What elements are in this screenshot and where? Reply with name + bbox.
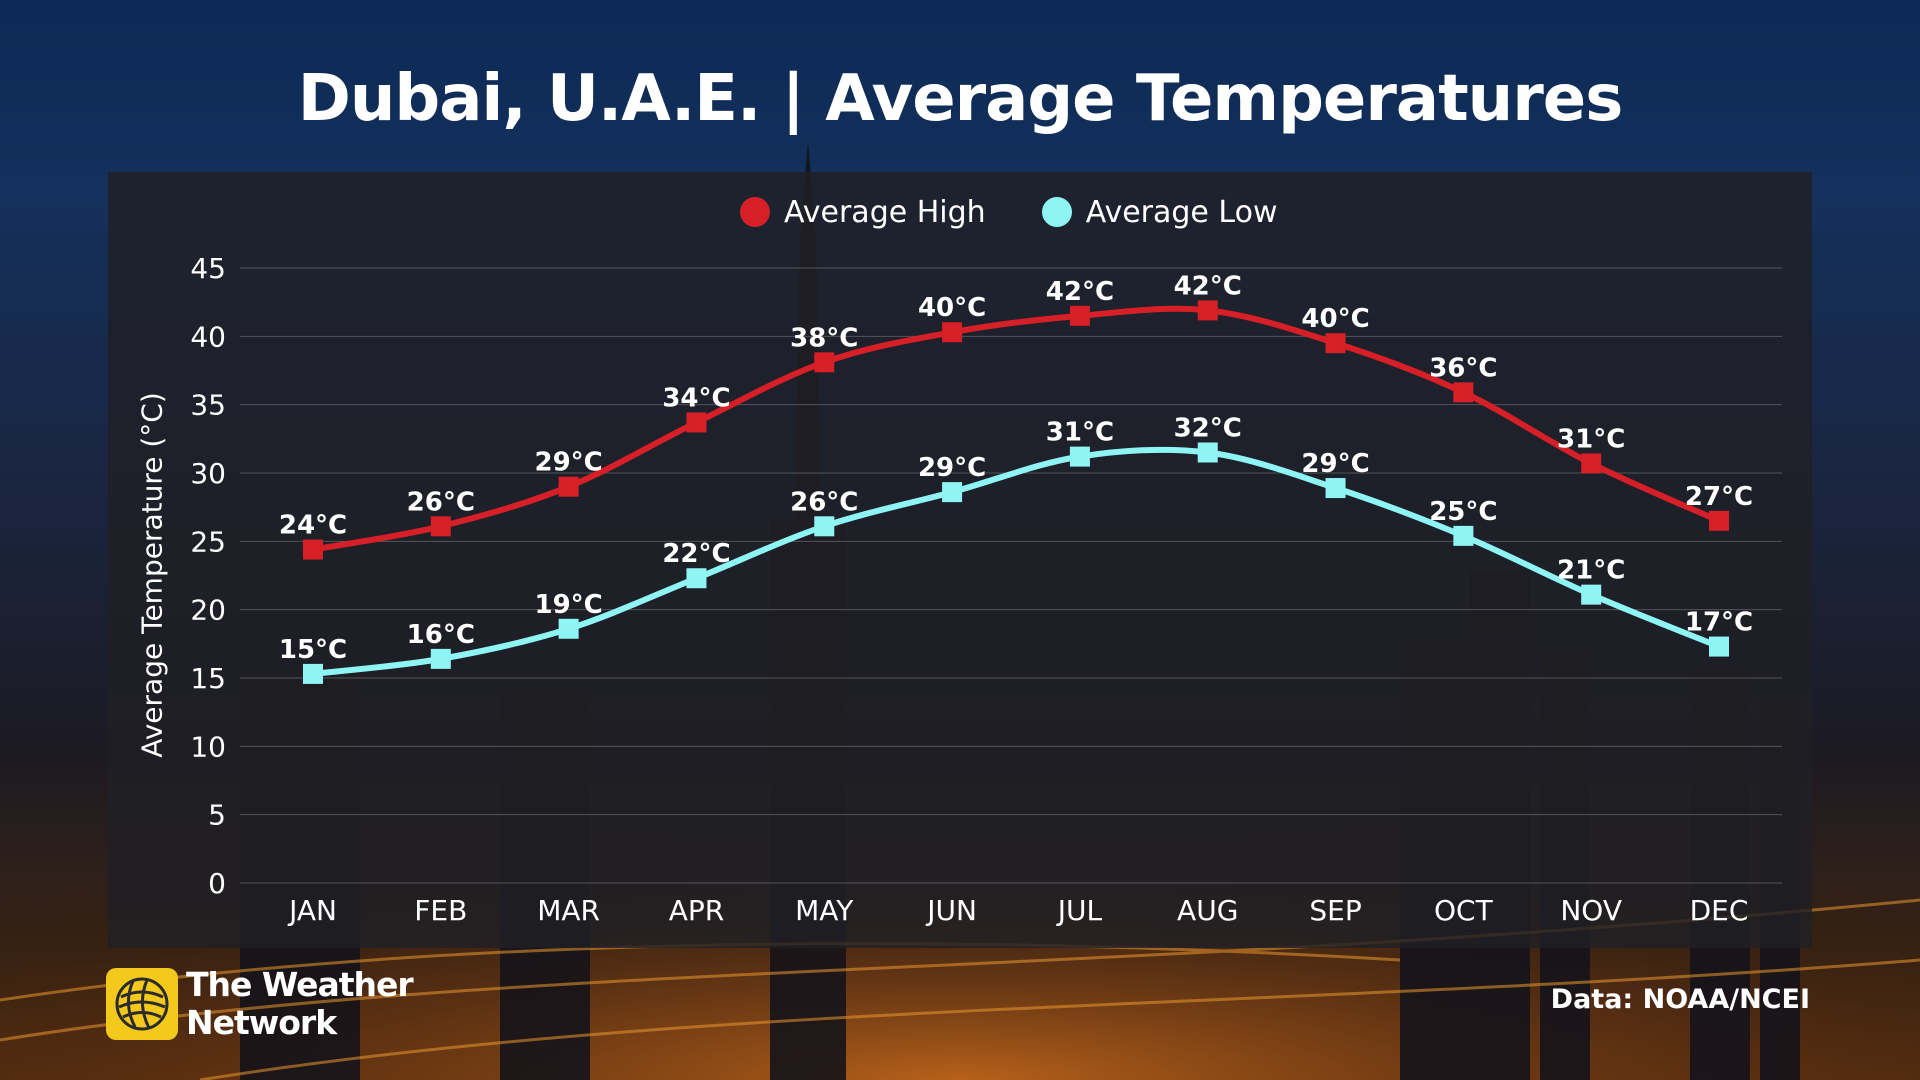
- data-label-low-aug: 32°C: [1174, 414, 1242, 444]
- series-line-low: [312, 446, 1721, 677]
- data-label-low-jun: 29°C: [918, 453, 986, 483]
- chart-title: Dubai, U.A.E. | Average Temperatures: [297, 62, 1624, 136]
- x-tick-label-dec: DEC: [1690, 894, 1749, 927]
- data-label-low-oct: 25°C: [1429, 497, 1497, 527]
- point-low-dec: [1709, 636, 1729, 657]
- data-label-high-sep: 40°C: [1301, 304, 1369, 334]
- point-high-sep: [1325, 333, 1346, 354]
- legend-item-high: Average High: [740, 195, 986, 230]
- data-label-low-nov: 21°C: [1557, 556, 1625, 586]
- point-high-dec: [1709, 510, 1729, 531]
- brand-line-2: Network: [186, 1003, 337, 1042]
- x-tick-label-feb: FEB: [414, 894, 467, 927]
- data-label-high-aug: 42°C: [1174, 271, 1242, 301]
- data-source: Data: NOAA/NCEI: [1550, 984, 1810, 1015]
- point-low-may: [814, 516, 835, 537]
- legend-low-marker: [1041, 197, 1072, 227]
- y-tick-label-10: 10: [190, 730, 226, 763]
- data-label-low-feb: 16°C: [407, 620, 475, 650]
- point-high-nov: [1581, 453, 1602, 474]
- point-high-aug: [1197, 300, 1218, 321]
- point-high-jan: [303, 539, 323, 560]
- x-tick-label-sep: SEP: [1309, 894, 1361, 927]
- legend-high-marker: [740, 197, 770, 227]
- y-tick-label-20: 20: [190, 594, 226, 627]
- y-tick-label-15: 15: [190, 662, 226, 695]
- data-label-high-feb: 26°C: [407, 487, 475, 517]
- x-tick-label-jan: JAN: [287, 894, 337, 927]
- data-label-high-apr: 34°C: [662, 383, 730, 413]
- legend-low-label: Average Low: [1085, 194, 1278, 230]
- data-label-high-oct: 36°C: [1429, 353, 1497, 383]
- data-label-high-jul: 42°C: [1046, 277, 1114, 307]
- brand-name: The Weather Network: [186, 965, 414, 1042]
- point-low-oct: [1453, 525, 1474, 546]
- point-low-jan: [303, 663, 323, 684]
- point-high-oct: [1453, 382, 1474, 403]
- data-label-high-jun: 40°C: [918, 293, 986, 323]
- data-label-low-sep: 29°C: [1301, 449, 1369, 479]
- data-label-low-may: 26°C: [790, 487, 858, 517]
- brand-logo-block: The Weather Network: [106, 965, 414, 1042]
- point-low-jun: [942, 482, 963, 503]
- data-label-low-dec: 17°C: [1685, 608, 1753, 638]
- y-tick-label-40: 40: [190, 320, 226, 353]
- y-tick-label-30: 30: [190, 457, 226, 490]
- data-label-low-jul: 31°C: [1046, 418, 1114, 448]
- y-tick-label-0: 0: [208, 867, 226, 900]
- brand-line-1: The Weather: [186, 965, 414, 1004]
- point-high-jun: [942, 322, 963, 343]
- point-low-feb: [430, 648, 451, 669]
- data-label-high-nov: 31°C: [1557, 424, 1625, 454]
- chart-panel: [108, 172, 1812, 948]
- data-label-high-may: 38°C: [790, 323, 858, 353]
- data-label-high-jan: 24°C: [279, 511, 347, 541]
- x-tick-label-jun: JUN: [925, 894, 977, 927]
- x-tick-label-may: MAY: [795, 894, 854, 927]
- point-high-may: [814, 352, 835, 373]
- x-tick-label-aug: AUG: [1177, 894, 1238, 927]
- y-tick-label-5: 5: [208, 799, 226, 832]
- data-label-low-apr: 22°C: [662, 539, 730, 569]
- x-tick-label-nov: NOV: [1560, 894, 1622, 927]
- point-low-aug: [1197, 442, 1218, 463]
- y-tick-label-45: 45: [190, 252, 226, 285]
- point-high-mar: [558, 476, 579, 497]
- legend-item-low: Average Low: [1041, 194, 1278, 230]
- point-high-feb: [430, 516, 451, 537]
- point-low-nov: [1581, 584, 1602, 605]
- chart-legend: Average High Average Low: [740, 192, 1278, 232]
- data-label-high-dec: 27°C: [1685, 482, 1753, 512]
- y-tick-label-35: 35: [190, 389, 226, 422]
- data-label-high-mar: 29°C: [535, 448, 603, 478]
- point-low-apr: [686, 568, 707, 589]
- point-high-jul: [1069, 305, 1090, 326]
- series-line-high: [312, 305, 1721, 553]
- point-high-apr: [686, 412, 707, 433]
- globe-logo-icon: [106, 968, 178, 1040]
- legend-high-label: Average High: [784, 194, 986, 230]
- x-tick-label-oct: OCT: [1434, 894, 1494, 927]
- point-low-mar: [558, 618, 579, 639]
- point-low-sep: [1325, 478, 1346, 499]
- y-tick-label-25: 25: [190, 525, 226, 558]
- x-tick-label-apr: APR: [669, 894, 725, 927]
- x-tick-label-mar: MAR: [537, 894, 600, 927]
- data-label-low-mar: 19°C: [535, 590, 603, 620]
- point-low-jul: [1069, 446, 1090, 467]
- data-label-low-jan: 15°C: [279, 635, 347, 665]
- x-tick-label-jul: JUL: [1056, 894, 1103, 927]
